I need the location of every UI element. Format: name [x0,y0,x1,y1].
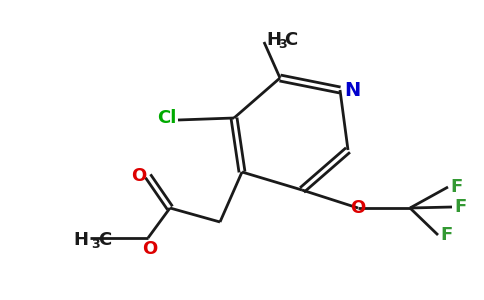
Text: 3: 3 [91,238,100,251]
Text: O: O [131,167,146,185]
Text: H: H [73,231,88,249]
Text: F: F [450,178,462,196]
Text: 3: 3 [278,38,287,52]
Text: H: H [266,31,281,49]
Text: O: O [350,199,365,217]
Text: O: O [142,240,158,258]
Text: C: C [98,231,111,249]
Text: F: F [454,198,466,216]
Text: F: F [440,226,452,244]
Text: C: C [284,31,297,49]
Text: N: N [344,80,360,100]
Text: Cl: Cl [157,109,176,127]
